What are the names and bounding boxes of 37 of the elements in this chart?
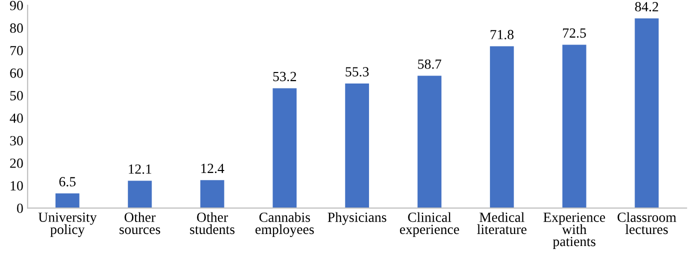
y-tick-label: 60	[10, 68, 23, 78]
y-tick-label: 30	[10, 136, 23, 146]
x-tick-label: Physicians	[328, 212, 386, 225]
data-label: 58.7	[418, 59, 442, 69]
y-tick-label: 20	[10, 158, 23, 168]
y-tick-label: 40	[10, 114, 23, 123]
y-tick-label: 70	[10, 46, 23, 56]
bar	[418, 76, 442, 208]
y-tick-label: 80	[10, 23, 23, 33]
data-label: 71.8	[490, 30, 514, 40]
bar	[634, 18, 659, 208]
data-label: 12.1	[128, 164, 152, 174]
x-tick-label: Cannabis employees	[256, 212, 314, 237]
data-label: 55.3	[346, 67, 369, 77]
data-label: 6.5	[59, 177, 76, 186]
bar	[490, 46, 514, 208]
x-tick-label: Clinical experience	[400, 212, 460, 237]
x-tick-label: Classroom lectures	[618, 212, 676, 234]
x-tick-label: Other sources	[120, 212, 160, 234]
bar	[272, 88, 297, 208]
y-tick-label: 10	[10, 181, 23, 190]
x-tick-label: Medical literature	[477, 212, 526, 234]
bar	[200, 180, 224, 208]
x-tick-label: Other students	[190, 212, 235, 234]
data-label: 12.4	[201, 164, 224, 174]
bar	[55, 193, 80, 208]
data-label: 72.5	[563, 28, 586, 38]
y-tick-label: 50	[10, 90, 23, 100]
y-tick-label: 90	[10, 0, 23, 10]
data-label: 84.2	[635, 2, 658, 12]
x-tick-label: Experience with patients	[543, 212, 606, 250]
bar	[345, 83, 370, 208]
x-tick-label: University policy	[38, 212, 97, 237]
data-label: 53.2	[273, 72, 296, 82]
y-tick-label: 0	[17, 204, 23, 213]
bar	[128, 180, 152, 208]
bar	[562, 44, 586, 208]
